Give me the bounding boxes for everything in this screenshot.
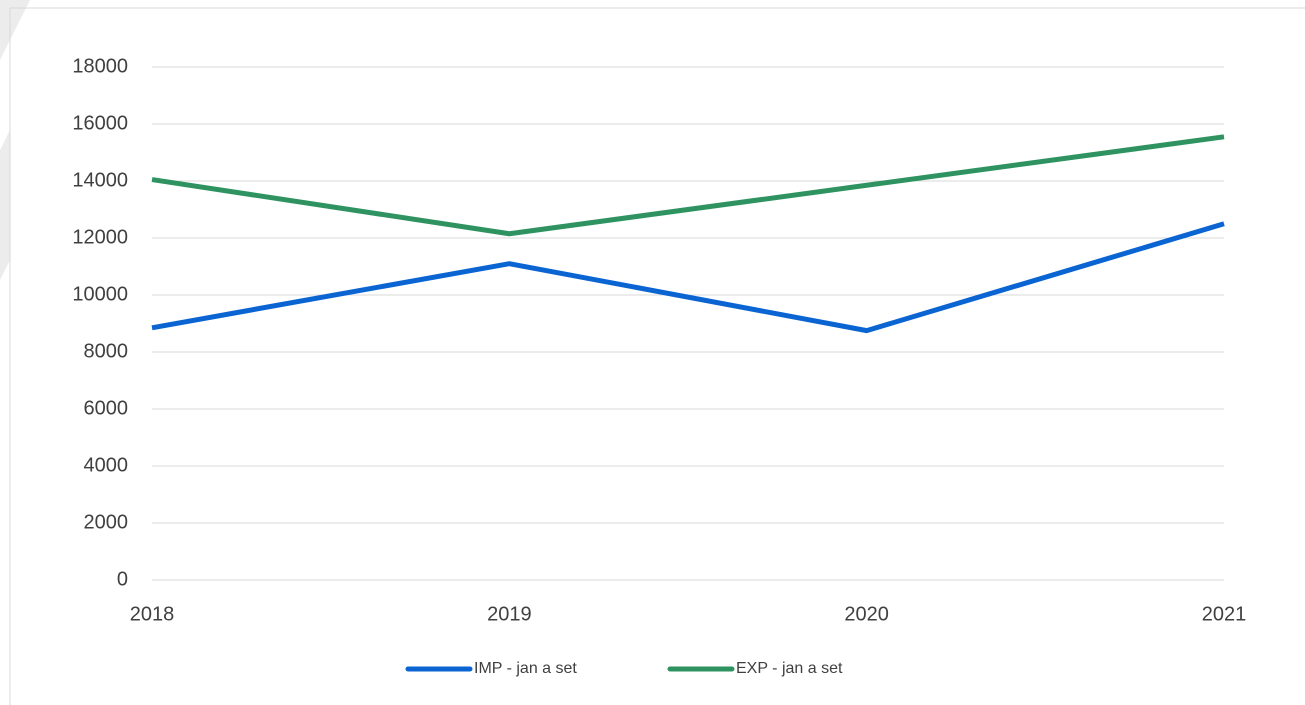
y-tick-label: 10000	[72, 283, 128, 305]
series-line	[151, 221, 1225, 334]
y-tick-label: 8000	[84, 340, 129, 362]
y-tick-label: 18000	[72, 55, 128, 77]
y-tick-label: 16000	[72, 112, 128, 134]
y-tick-label: 2000	[84, 511, 129, 533]
x-tick-label: 2019	[487, 603, 532, 625]
legend-label: EXP - jan a set	[736, 660, 843, 677]
y-tick-label: 4000	[84, 454, 129, 476]
x-tick-label: 2021	[1202, 603, 1247, 625]
y-tick-label: 6000	[84, 397, 129, 419]
series-line	[151, 134, 1225, 237]
x-tick-label: 2018	[130, 603, 175, 625]
legend-label: IMP - jan a set	[474, 660, 577, 677]
y-tick-label: 0	[117, 568, 128, 590]
y-tick-label: 14000	[72, 169, 128, 191]
decoration	[0, 130, 10, 280]
x-tick-label: 2020	[844, 603, 889, 625]
decoration	[0, 0, 30, 60]
y-tick-label: 12000	[72, 226, 128, 248]
